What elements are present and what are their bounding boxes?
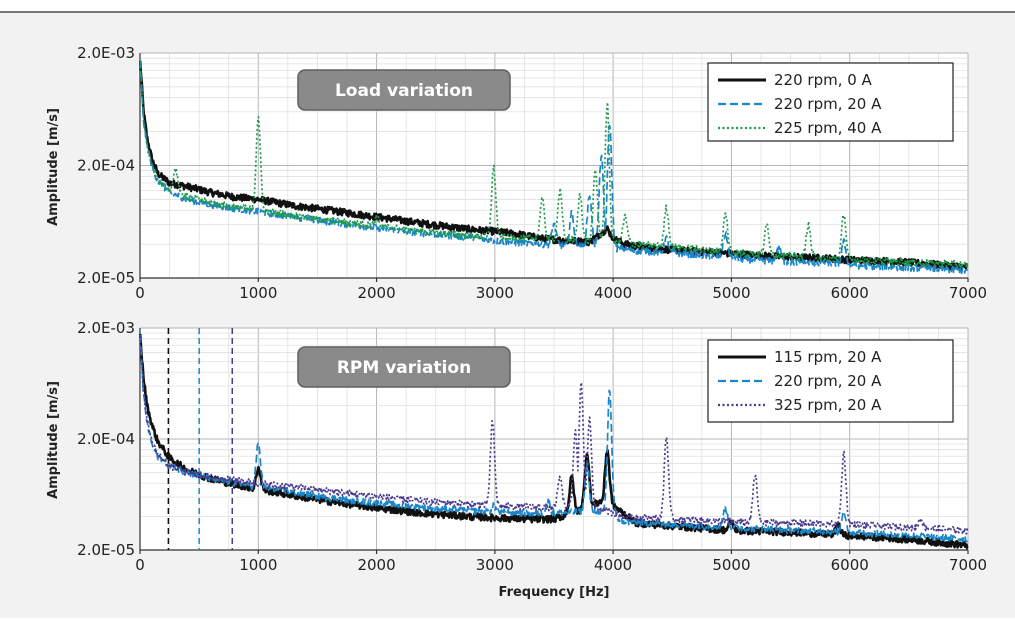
x-tick-label: 1000: [239, 284, 277, 302]
load-variation-chart: Amplitude [m/s] 0 1000 2000 3000 4000 5000 600…: [46, 44, 987, 302]
rpm-variation-chart: Amplitude [m/s] Frequency [Hz] 0 1000 2000…: [46, 319, 987, 600]
chart-badge: [297, 346, 511, 388]
y-axis-label: Amplitude [m/s]: [46, 381, 61, 499]
y-axis-label: Amplitude [m/s]: [46, 108, 61, 226]
legend-label: 220 rpm, 20 A: [774, 372, 882, 390]
x-tick-label: 6000: [831, 284, 869, 302]
chart-badge: [297, 69, 511, 111]
x-axis-label: Frequency [Hz]: [499, 585, 610, 600]
legend-box: [707, 62, 954, 142]
y-tick-label: 2.0E-03: [77, 44, 135, 62]
series-group: [138, 334, 969, 550]
series-line-3: [139, 335, 969, 535]
x-tick-label: 0: [135, 556, 145, 574]
x-tick-label: 5000: [712, 556, 750, 574]
x-tick-label: 4000: [594, 284, 632, 302]
x-tick-label: 5000: [712, 284, 750, 302]
legend-label: 220 rpm, 20 A: [774, 95, 882, 113]
x-tick-label: 6000: [831, 556, 869, 574]
x-tick-label: 3000: [476, 556, 514, 574]
y-tick-label: 2.0E-05: [77, 269, 135, 287]
chart-badge-label: Load variation: [335, 81, 473, 101]
series-line-3: [139, 61, 969, 269]
series-line-1: [138, 60, 969, 272]
legend: 115 rpm, 20 A 220 rpm, 20 A 325 rpm, 20 A: [707, 339, 954, 423]
x-tick-label: 1000: [239, 556, 277, 574]
series-line-2: [139, 334, 968, 543]
x-tick-label: 7000: [949, 556, 987, 574]
legend: 220 rpm, 0 A 220 rpm, 20 A 225 rpm, 40 A: [707, 62, 954, 142]
legend-label: 115 rpm, 20 A: [774, 348, 882, 366]
x-tick-label: 4000: [594, 556, 632, 574]
series-group: [138, 60, 969, 275]
x-tick-label: 2000: [357, 556, 395, 574]
y-tick-label: 2.0E-03: [77, 319, 135, 337]
legend-label: 325 rpm, 20 A: [774, 396, 882, 414]
chart-badge-label: RPM variation: [337, 358, 471, 378]
legend-label: 220 rpm, 0 A: [774, 71, 873, 89]
y-tick-label: 2.0E-04: [77, 157, 135, 175]
x-tick-label: 3000: [476, 284, 514, 302]
x-tick-label: 0: [135, 284, 145, 302]
y-tick-label: 2.0E-04: [77, 430, 135, 448]
y-tick-label: 2.0E-05: [77, 541, 135, 559]
x-tick-label: 2000: [357, 284, 395, 302]
legend-label: 225 rpm, 40 A: [774, 119, 882, 137]
x-tick-label: 7000: [949, 284, 987, 302]
